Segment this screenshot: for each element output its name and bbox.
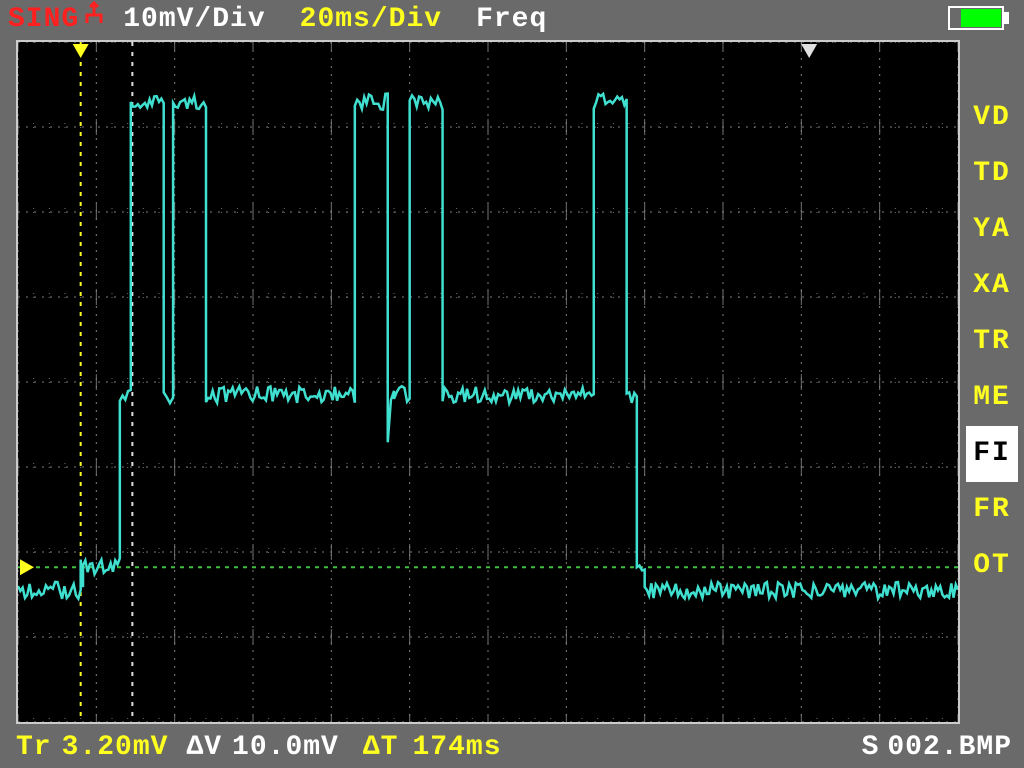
side-menu-item-fi[interactable]: FI [966, 426, 1018, 482]
side-menu-item-td[interactable]: TD [966, 146, 1018, 202]
side-menu-item-vd[interactable]: VD [966, 90, 1018, 146]
delta-t-label: ΔT [363, 732, 399, 763]
file-prefix: S [862, 732, 880, 763]
delta-t-value: 174ms [412, 732, 501, 763]
side-menu-item-fr[interactable]: FR [966, 482, 1018, 538]
measurement-mode: Freq [476, 4, 547, 35]
file-name: 002.BMP [887, 732, 1012, 763]
trigger-level-value: 3.20mV [62, 732, 169, 763]
delta-v-label: ΔV [186, 732, 222, 763]
battery-icon [948, 6, 1010, 30]
delta-v-value: 10.0mV [232, 732, 339, 763]
side-menu[interactable]: VDTDYAXATRMEFIFROT [966, 90, 1018, 594]
trigger-level-label: Tr [16, 732, 52, 763]
oscilloscope-plot[interactable] [16, 40, 960, 724]
side-menu-item-ya[interactable]: YA [966, 202, 1018, 258]
time-per-div: 20ms/Div [300, 4, 442, 35]
side-menu-item-ot[interactable]: OT [966, 538, 1018, 594]
side-menu-item-me[interactable]: ME [966, 370, 1018, 426]
side-menu-item-xa[interactable]: XA [966, 258, 1018, 314]
top-status-bar: SING 10mV/Div 20ms/Div Freq [0, 0, 1024, 38]
bottom-status-bar: Tr 3.20mV ΔV 10.0mV ΔT 174ms S 002.BMP [16, 728, 1018, 766]
trigger-edge-icon [85, 1, 103, 34]
trigger-mode-label: SING [8, 4, 79, 35]
side-menu-item-tr[interactable]: TR [966, 314, 1018, 370]
volts-per-div: 10mV/Div [123, 4, 265, 35]
